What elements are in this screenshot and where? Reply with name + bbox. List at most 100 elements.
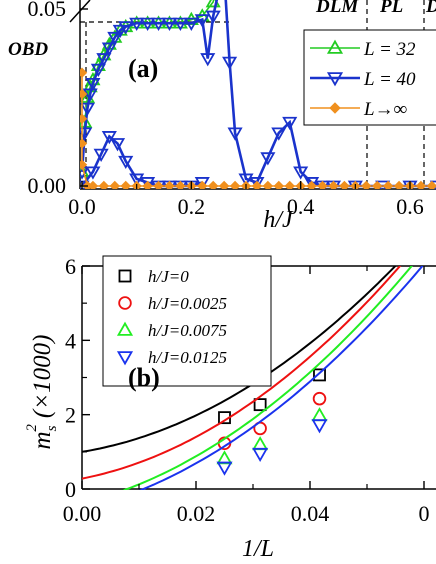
panel-a-data-point [371,180,383,189]
legend-label: L = 40 [363,69,416,90]
panel-a-data-point [109,138,126,152]
panel-b-data-point [253,398,267,412]
panel-b: 0.00 0.02 0.04 0 0 2 4 6 h/J=0 h/J=0.0025 h/J=0.0… [24,254,436,562]
panel-a-data-point [238,173,254,187]
panel-a-data-point [161,17,178,31]
panel-a-data-point [282,116,298,131]
panel-a-data-point [85,77,101,92]
panel-b-fit-curve [121,266,414,490]
panel-label-b: (b) [128,363,160,392]
panel-b-legend: h/J=0 h/J=0.0025 h/J=0.0075 h/J=0.0125 [102,255,272,387]
region-label-d: D [425,0,436,17]
panel-a-data-point [150,17,167,31]
panel-a-data-point [96,53,112,67]
panel-b-x-axis-title: 1/L [242,536,274,562]
panel-a-data-point [90,63,106,77]
legend-marker [118,269,132,283]
panel-a-x-tick-label: 0.2 [178,194,206,219]
panel-a-data-point [82,88,98,102]
panel-a-data-point [249,177,265,189]
panel-a-data-point [140,17,156,31]
panel-a-data-point [262,180,274,189]
panel-a-data-point [109,180,121,189]
legend-marker [118,296,132,310]
panel-b-y-tick-label: 4 [65,328,76,353]
panel-a-data-point [98,180,110,189]
panel-a-data-point [207,180,219,189]
panel-a-data-point [194,177,210,189]
panel-a-data-point [112,24,128,39]
region-label-pl: PL [379,0,403,17]
panel-a-y-tick-label: 0.00 [28,173,67,198]
panel-b-x-tick-label: 0 [419,501,430,526]
panel-a-ticks: 0.0 0.2 0.4 0.6 0.00 0.05 [28,0,424,219]
region-label-dlm: DLM [315,0,359,17]
panel-b-data-point [216,461,233,476]
legend-label: h/J=0.0025 [148,294,227,313]
panel-a-x-tick-label: 0.4 [287,194,315,219]
panel-a-data-point [393,180,405,189]
panel-a-data-point [164,180,175,189]
panel-a-data-point [93,148,109,162]
panel-a-data-point [218,180,230,189]
panel-a-data-point [222,56,238,70]
panel-a-data-point [80,102,96,116]
panel-label-a: (a) [128,54,158,83]
panel-a-data-point [194,14,210,28]
panel-a-data-point [101,131,117,145]
panel-a-data-point [129,17,145,31]
panel-a-data-point [273,180,285,189]
panel-a-data-point [200,53,216,67]
panel-b-data-point [252,436,269,451]
legend-label: L = 32 [363,39,416,60]
legend-marker [329,102,341,114]
panel-a-data-point [260,152,276,166]
panel-a-data-point [80,159,88,170]
y-title-sup: 2 [24,424,40,432]
panel-a-data-point [251,180,263,189]
panel-a-data-point [80,138,88,149]
panel-a-data-point [304,177,320,189]
legend-marker [116,351,134,366]
panel-b-fit-curve [82,266,402,480]
panel-a-data-point [227,127,243,141]
panel-b-data-point [311,419,328,434]
panel-b-y-tick-label: 0 [65,477,76,502]
panel-a-data-point [140,177,156,189]
panel-a-data-point [426,180,436,189]
legend-label: L→∞ [363,99,407,120]
obd-annotation: OBD [8,39,48,60]
panel-a-data-point [183,17,199,31]
panel-a-data-point [415,180,427,189]
panel-a-data-point [87,180,99,189]
legend-label: h/J=0.0075 [148,321,227,340]
panel-b-data-point [313,368,326,382]
panel-b-y-axis-title: ms2 (×1000) [24,335,60,450]
panel-b-y-tick-label: 6 [65,254,76,279]
panel-b-x-tick-label: 0.02 [177,501,216,526]
panel-a-legend: L = 32 L = 40 L→∞ [303,29,436,126]
panel-a-data-point [382,180,394,189]
legend-marker [116,321,134,336]
panel-b-ticks: 0.00 0.02 0.04 0 0 2 4 6 [63,254,430,526]
panel-a-data-point [293,166,309,180]
panel-b-data-point [252,447,269,463]
panel-a-data-point [328,180,339,189]
panel-b-fit-curve [138,266,424,490]
panel-a-data-point [317,180,328,189]
legend-marker [326,39,344,54]
legend-marker [326,72,344,87]
y-title-m: m [29,431,56,449]
panel-a-x-axis-title: h/J [263,207,294,233]
panel-a-data-point [339,180,350,189]
panel-b-x-tick-label: 0.00 [63,501,102,526]
panel-a-data-point [120,180,131,189]
panel-a-data-point [197,180,208,189]
panel-a-data-point [80,88,88,100]
panel-a-data-point [80,67,88,78]
y-title-sub: s [44,425,60,431]
panel-a-data-point [129,173,145,187]
panel-a-data-point [172,17,188,31]
panel-a: 0.0 0.2 0.4 0.6 0.00 0.05 DLM PL D OBD (a) L … [8,0,436,233]
